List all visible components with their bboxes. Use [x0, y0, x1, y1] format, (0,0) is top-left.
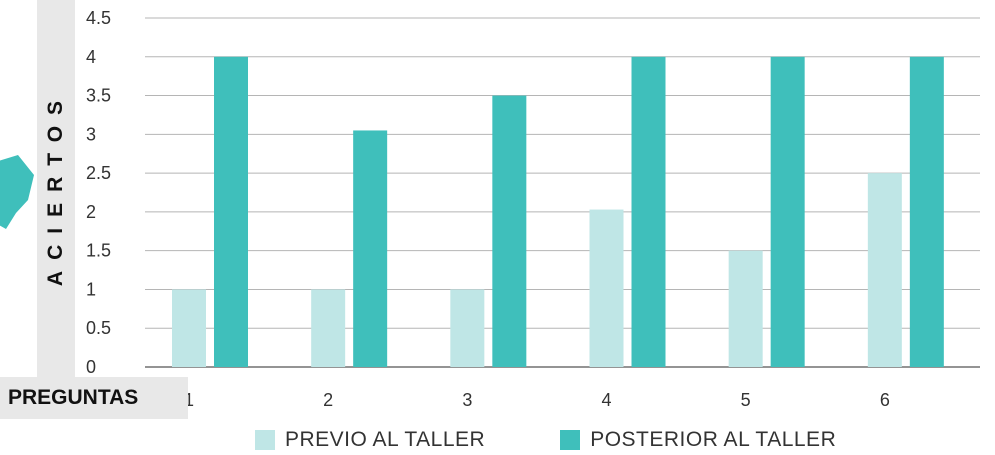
x-axis-label: PREGUNTAS	[8, 386, 139, 409]
bar-previo-1	[172, 289, 206, 367]
y-axis-label-panel	[37, 0, 75, 377]
bar-previo-6	[867, 173, 902, 367]
legend-swatch-previo	[255, 430, 275, 450]
bar-posterior-1	[214, 56, 248, 368]
x-tick-label: 2	[323, 390, 333, 410]
bar-posterior-3	[492, 95, 527, 368]
grid-lines	[145, 17, 980, 368]
bar-posterior-4	[631, 56, 666, 368]
legend-item-posterior: POSTERIOR AL TALLER	[560, 428, 836, 452]
bar-posterior-6	[909, 56, 944, 368]
y-tick-labels: 0 0.5 1 1.5 2 2.5 3 3.5 4 4.5	[86, 8, 111, 377]
legend: PREVIO AL TALLER POSTERIOR AL TALLER	[255, 428, 911, 452]
legend-label-posterior: POSTERIOR AL TALLER	[590, 428, 837, 451]
x-tick-label: 1	[184, 390, 194, 410]
bars-group	[172, 56, 944, 368]
y-tick-label: 1	[86, 279, 96, 299]
x-tick-labels: 1 2 3 4 5 6	[184, 390, 890, 410]
y-tick-label: 4	[86, 47, 96, 67]
x-tick-label: 3	[462, 390, 472, 410]
bar-previo-2	[311, 289, 346, 367]
y-tick-label: 3.5	[86, 86, 111, 106]
y-tick-label: 2.5	[86, 163, 111, 183]
bar-previo-4	[589, 209, 624, 367]
bar-posterior-2	[353, 130, 388, 367]
decorative-brush-shape	[0, 155, 34, 229]
bar-previo-3	[450, 289, 485, 367]
x-axis-label-panel	[0, 377, 188, 419]
y-tick-label: 0	[86, 357, 96, 377]
bar-posterior-5	[770, 56, 805, 368]
x-tick-label: 6	[880, 390, 890, 410]
y-tick-label: 3	[86, 124, 96, 144]
y-tick-label: 4.5	[86, 8, 111, 28]
y-tick-label: 0.5	[86, 318, 111, 338]
legend-label-previo: PREVIO AL TALLER	[285, 428, 486, 451]
x-tick-label: 4	[601, 390, 611, 410]
legend-item-previo: PREVIO AL TALLER	[255, 428, 485, 452]
y-tick-label: 2	[86, 202, 96, 222]
x-tick-label: 5	[741, 390, 751, 410]
y-tick-label: 1.5	[86, 241, 111, 261]
bar-previo-5	[728, 250, 763, 367]
legend-swatch-posterior	[560, 430, 581, 450]
